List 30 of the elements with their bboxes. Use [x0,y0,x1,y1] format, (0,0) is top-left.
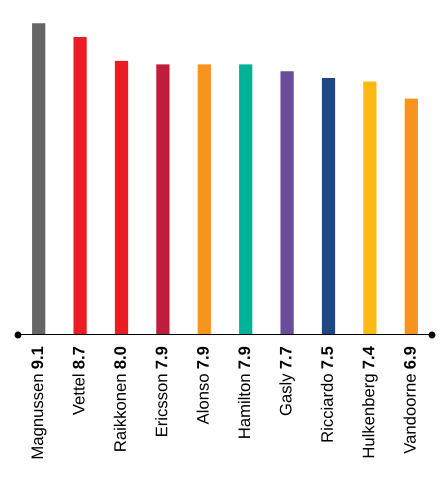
bar [280,71,294,335]
x-tick-label: Alonso [196,374,209,424]
bar [73,36,87,335]
bar [404,98,418,335]
data-label: 7.5 [321,346,333,369]
data-label: 7.9 [238,346,250,369]
data-label: 6.9 [404,346,416,369]
x-tick-label: Gasly [279,373,295,416]
bar [198,64,211,335]
x-tick-label: Raikkonen [114,374,126,451]
x-tick-label: Vandoorne [404,374,416,454]
data-label: 7.7 [280,346,292,369]
x-tick-label: Magnussen [32,374,46,458]
data-label: 7.4 [362,346,374,369]
data-label: 8.7 [72,346,85,369]
data-label: 8.0 [114,346,126,369]
data-label: 7.9 [156,346,168,369]
bar [322,78,336,335]
bar [239,64,252,335]
data-label: 9.1 [31,346,44,369]
x-tick-label: Ricciardo [320,374,333,442]
bar [363,81,377,335]
x-tick-label: Ericsson [155,374,168,436]
bar [114,60,128,335]
x-tick-label: Hamilton [238,374,250,438]
x-tick-label: Hulkenberg [362,374,378,458]
data-label: 7.9 [196,346,209,369]
bar [156,64,170,335]
bar [32,23,46,335]
x-tick-label: Vettel [72,374,85,416]
